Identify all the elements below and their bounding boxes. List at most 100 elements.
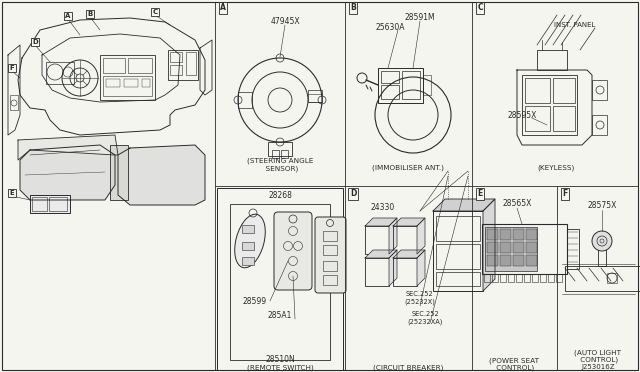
FancyBboxPatch shape <box>274 212 312 290</box>
Bar <box>492 274 498 282</box>
Text: A: A <box>65 13 70 19</box>
Bar <box>565 266 640 291</box>
Text: A: A <box>220 3 226 13</box>
Text: (REMOTE SWITCH): (REMOTE SWITCH) <box>246 365 314 371</box>
Bar <box>378 68 423 103</box>
Bar <box>556 274 562 282</box>
Polygon shape <box>417 218 425 254</box>
Bar <box>170 52 182 62</box>
Bar <box>500 242 511 253</box>
Polygon shape <box>433 199 495 211</box>
Text: B: B <box>350 3 356 13</box>
Bar <box>124 79 138 87</box>
Text: E: E <box>10 190 14 196</box>
Bar <box>567 229 579 269</box>
Bar <box>513 242 524 253</box>
Bar <box>103 76 152 96</box>
Bar <box>308 90 322 102</box>
Bar <box>436 244 480 269</box>
Bar <box>592 115 607 135</box>
Text: (AUTO LIGHT
 CONTROL): (AUTO LIGHT CONTROL) <box>575 349 621 363</box>
Bar <box>508 274 514 282</box>
Bar <box>592 80 607 100</box>
Text: E: E <box>477 189 483 199</box>
Bar <box>500 229 511 240</box>
Bar <box>487 255 498 266</box>
Bar <box>46 62 74 84</box>
Bar <box>142 79 150 87</box>
Bar <box>433 211 483 291</box>
Bar <box>10 95 18 110</box>
Bar <box>482 224 567 274</box>
Bar <box>553 106 575 131</box>
Bar <box>598 241 606 266</box>
Bar <box>381 85 399 99</box>
Text: 285A1: 285A1 <box>268 311 292 321</box>
Bar <box>168 50 198 80</box>
Text: (KEYLESS): (KEYLESS) <box>538 165 575 171</box>
Bar <box>238 92 252 108</box>
Text: B: B <box>88 11 93 17</box>
FancyBboxPatch shape <box>315 217 346 293</box>
Bar <box>484 274 490 282</box>
Polygon shape <box>20 145 115 200</box>
Bar <box>281 150 288 158</box>
Bar <box>323 261 337 271</box>
Bar <box>526 242 537 253</box>
Bar <box>170 65 182 75</box>
Text: 28595X: 28595X <box>507 110 536 119</box>
Polygon shape <box>389 250 397 286</box>
Bar <box>532 274 538 282</box>
Text: C: C <box>477 3 483 13</box>
Bar <box>30 195 70 213</box>
Ellipse shape <box>235 214 266 268</box>
Bar <box>553 78 575 103</box>
Text: 24330: 24330 <box>371 203 395 212</box>
Text: 25630A: 25630A <box>375 23 404 32</box>
Bar <box>436 216 480 241</box>
Bar <box>393 258 417 286</box>
Bar <box>128 58 152 73</box>
Bar <box>103 58 125 73</box>
Text: SEC.252
(25232X): SEC.252 (25232X) <box>404 291 435 305</box>
Bar <box>268 142 292 156</box>
Text: (POWER SEAT
 CONTROL): (POWER SEAT CONTROL) <box>489 357 539 371</box>
Bar <box>500 274 506 282</box>
Bar <box>423 75 431 95</box>
Text: F: F <box>10 65 14 71</box>
Bar <box>365 258 389 286</box>
Text: D: D <box>350 189 356 199</box>
Bar <box>242 257 254 265</box>
Bar <box>365 226 389 254</box>
Bar <box>100 55 155 100</box>
Bar <box>242 225 254 233</box>
Bar <box>537 50 567 70</box>
Bar <box>487 229 498 240</box>
Bar <box>323 245 337 255</box>
Bar <box>500 255 511 266</box>
Text: 47945X: 47945X <box>270 17 300 26</box>
Polygon shape <box>417 250 425 286</box>
Text: 28599: 28599 <box>243 296 267 305</box>
Text: 28591M: 28591M <box>404 13 435 22</box>
Polygon shape <box>18 135 118 160</box>
Polygon shape <box>393 218 425 226</box>
Polygon shape <box>393 250 425 258</box>
Polygon shape <box>118 145 205 205</box>
Bar <box>526 229 537 240</box>
Bar <box>516 274 522 282</box>
Bar <box>487 242 498 253</box>
Bar <box>272 150 279 158</box>
Text: SEC.252
(25232XA): SEC.252 (25232XA) <box>407 311 443 325</box>
Text: 28510N: 28510N <box>265 356 295 365</box>
Bar <box>49 197 67 211</box>
Bar <box>548 274 554 282</box>
Circle shape <box>592 231 612 251</box>
Bar <box>323 231 337 241</box>
Bar <box>323 275 337 285</box>
Bar <box>186 52 196 75</box>
Bar <box>242 242 254 250</box>
Bar <box>381 71 399 83</box>
Text: D: D <box>32 39 38 45</box>
Bar <box>540 274 546 282</box>
